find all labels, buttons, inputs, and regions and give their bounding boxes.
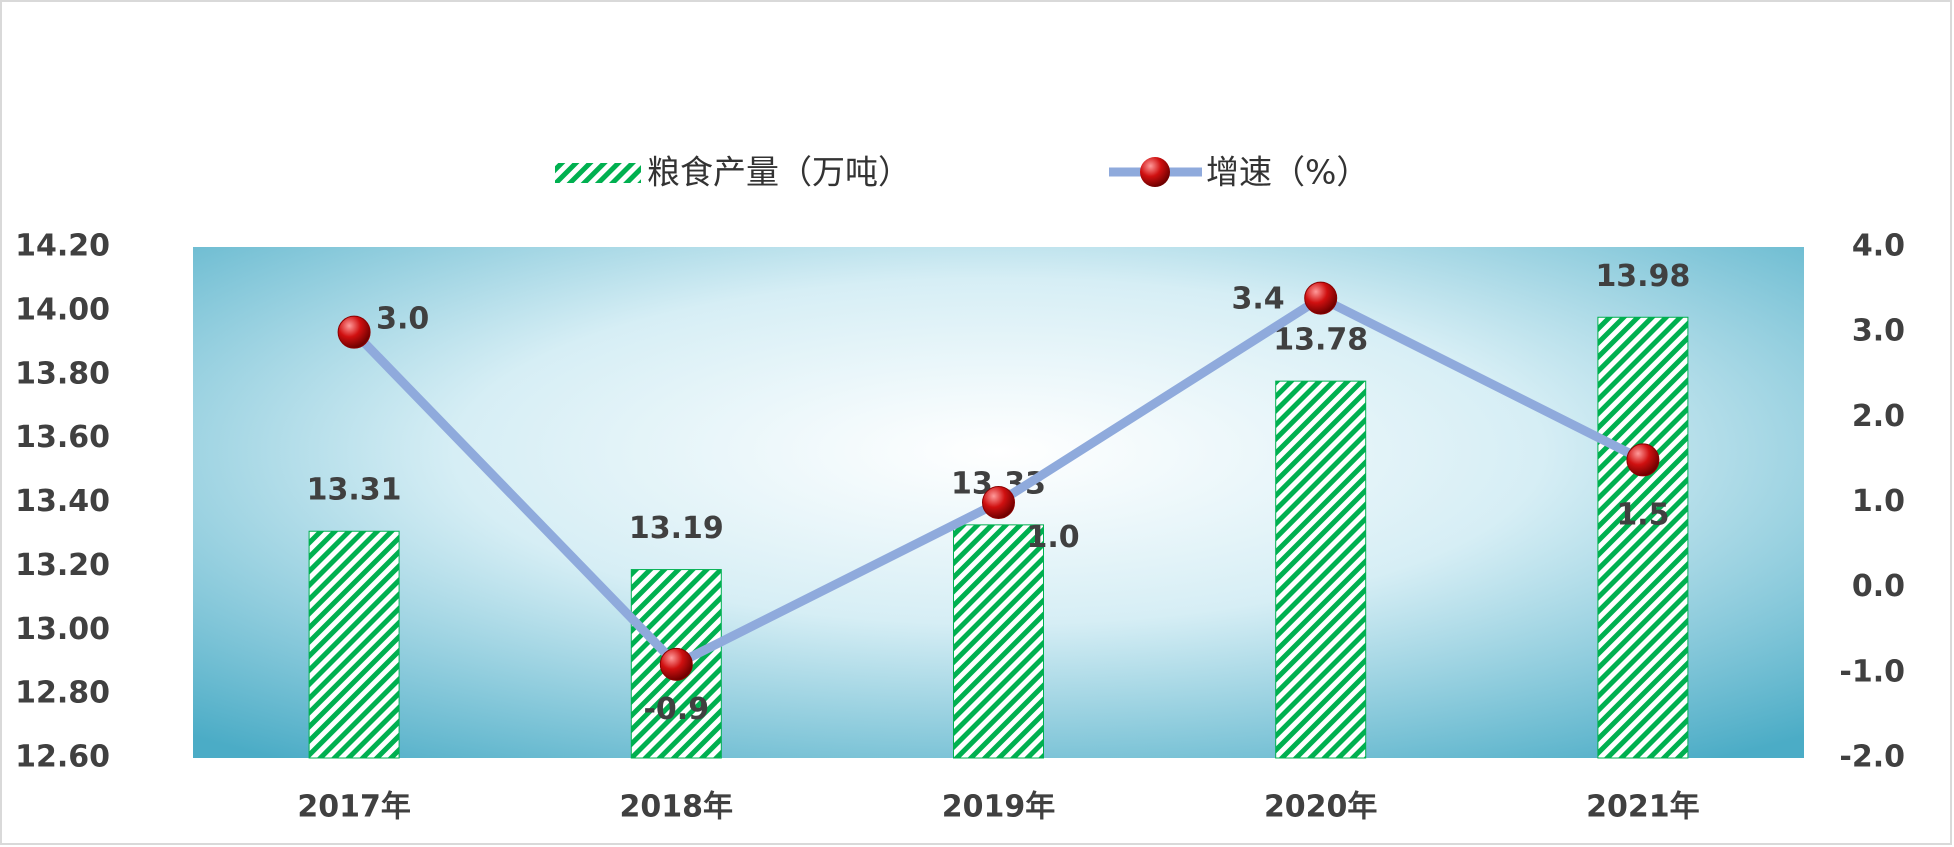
marker	[1304, 281, 1338, 315]
y-tick-label: 13.00	[15, 612, 110, 647]
y-tick-label: 14.20	[15, 229, 110, 264]
y2-tick-label: 4.0	[1852, 229, 1905, 264]
legend-marker	[1140, 157, 1170, 187]
y2-tick-label: 1.0	[1852, 484, 1905, 519]
marker	[659, 647, 693, 681]
line-label: 3.0	[376, 302, 429, 337]
bar-label: 13.78	[1273, 323, 1368, 358]
bar-label: 13.31	[307, 473, 402, 508]
y-tick-label: 12.80	[15, 676, 110, 711]
bar-label: 13.19	[629, 511, 724, 546]
bar	[953, 524, 1044, 759]
y-tick-label: 13.80	[15, 356, 110, 391]
marker	[982, 486, 1015, 519]
line-label: 1.5	[1616, 497, 1669, 532]
y2-tick-label: 0.0	[1852, 569, 1905, 604]
x-tick-label: 2019年	[942, 790, 1056, 825]
bar	[1597, 316, 1689, 759]
line-label: -0.9	[643, 692, 709, 727]
x-tick-label: 2017年	[297, 790, 411, 825]
x-tick-label: 2021年	[1586, 790, 1700, 825]
line-label: 1.0	[1027, 520, 1080, 555]
x-tick-label: 2018年	[620, 790, 734, 825]
y2-tick-label: 3.0	[1852, 314, 1905, 349]
y-tick-label: 12.60	[15, 740, 110, 775]
marker	[1626, 443, 1660, 477]
y-tick-label: 14.00	[15, 292, 110, 327]
bar	[308, 530, 400, 759]
y2-tick-label: -1.0	[1839, 654, 1905, 689]
legend-swatch	[555, 163, 641, 183]
y-tick-label: 13.40	[15, 484, 110, 519]
line-label: 3.4	[1232, 282, 1285, 317]
y2-tick-label: 2.0	[1852, 399, 1905, 434]
bar-label: 13.98	[1595, 259, 1690, 294]
legend-label: 粮食产量（万吨）	[647, 153, 911, 192]
bar	[1275, 380, 1367, 759]
x-tick-label: 2020年	[1264, 790, 1378, 825]
y-tick-label: 13.20	[15, 548, 110, 583]
y-tick-label: 13.60	[15, 420, 110, 455]
legend-label: 增速（%）	[1206, 153, 1369, 192]
marker	[337, 315, 371, 349]
y2-tick-label: -2.0	[1839, 740, 1905, 775]
